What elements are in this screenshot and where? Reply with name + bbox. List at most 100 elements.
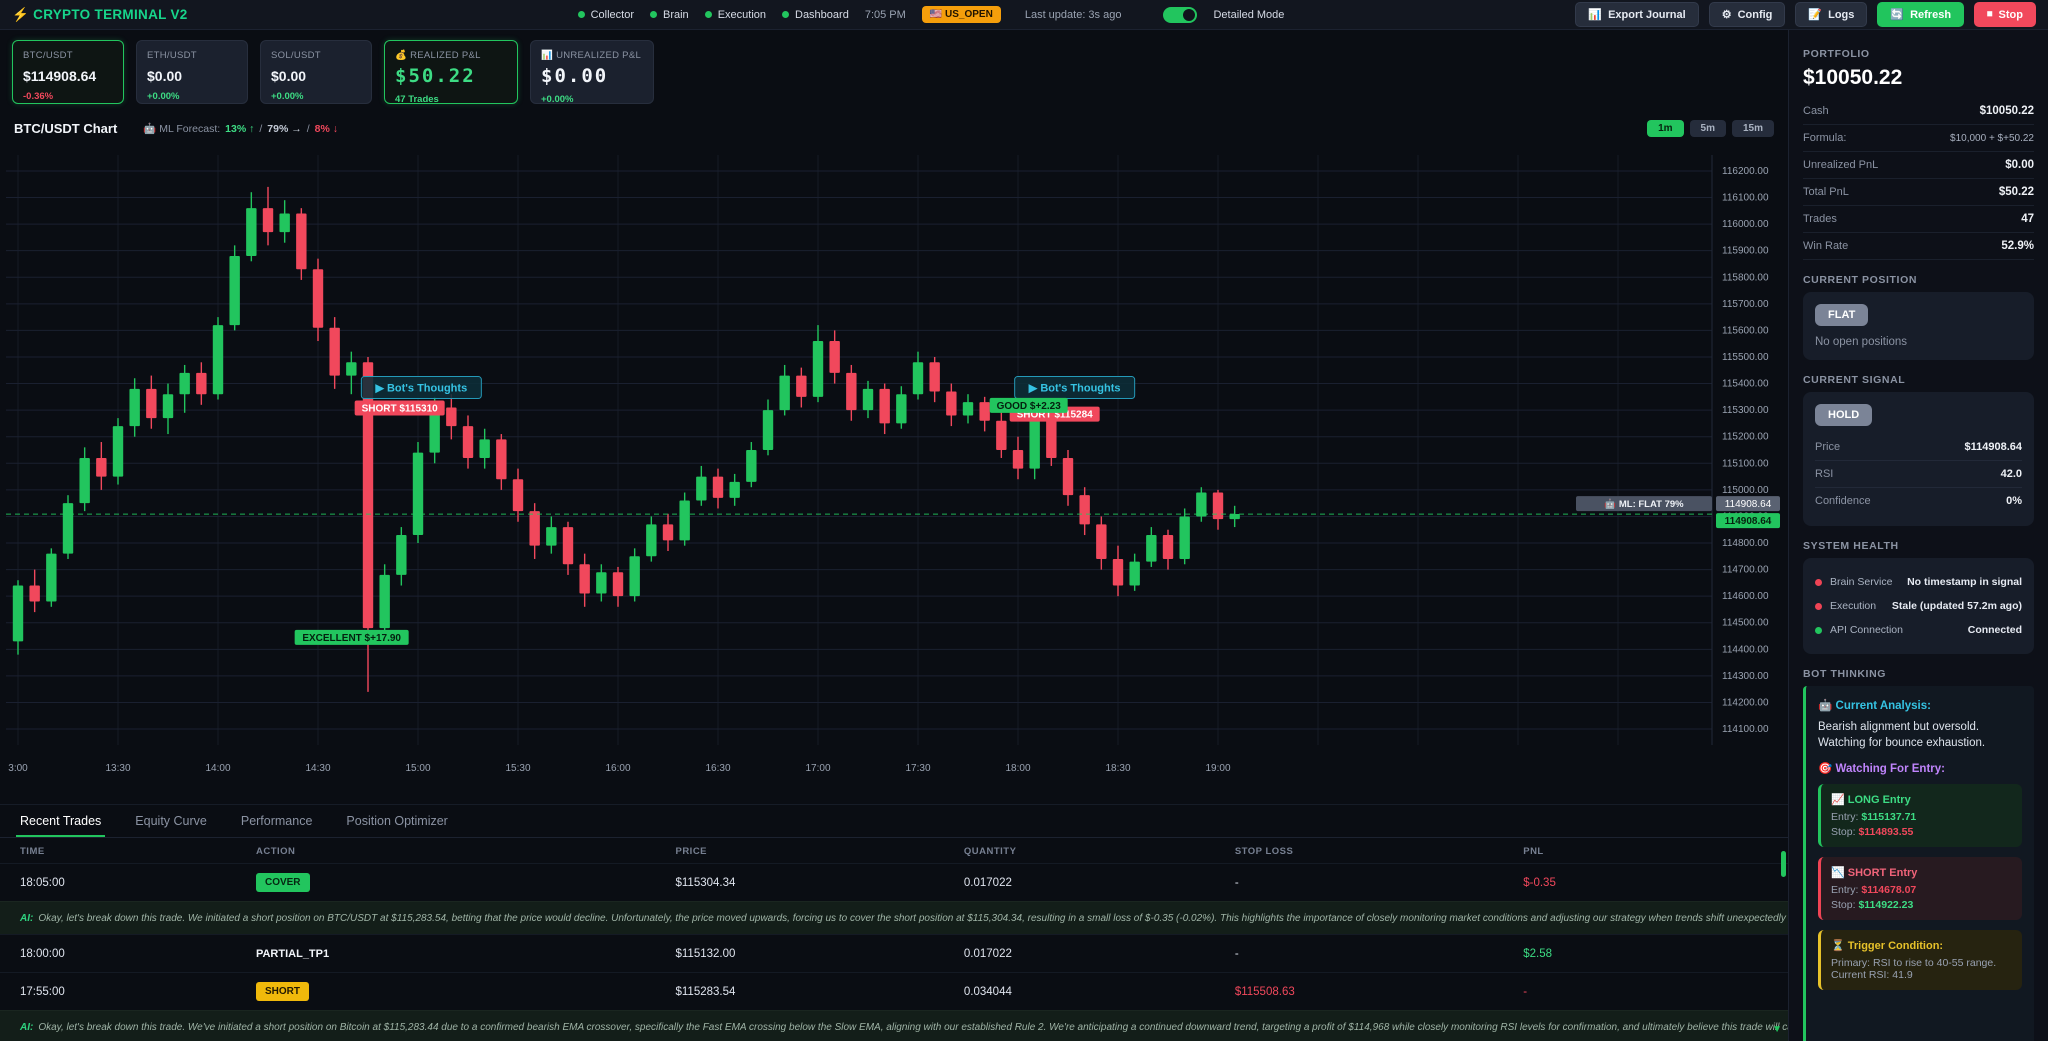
candle-body xyxy=(296,213,307,270)
detailed-mode-toggle[interactable] xyxy=(1163,6,1198,23)
config-button[interactable]: ⚙ Config xyxy=(1708,2,1786,27)
btc-price-card[interactable]: BTC/USDT $114908.64 -0.36% xyxy=(12,40,124,104)
eth-price-card[interactable]: ETH/USDT $0.00 +0.00% xyxy=(136,40,248,104)
watching-entry-heading: 🎯 Watching For Entry: xyxy=(1818,763,1945,776)
chart-grid xyxy=(6,155,1713,745)
signal-row-confidence: Confidence 0% xyxy=(1815,488,2022,514)
tab-recent-trades[interactable]: Recent Trades xyxy=(15,814,106,837)
card-change: +0.00% xyxy=(271,91,304,102)
timeframe-1m-button[interactable]: 1m xyxy=(1647,120,1684,137)
toggle-knob xyxy=(1183,8,1196,21)
svg-text:▶ Bot's Thoughts: ▶ Bot's Thoughts xyxy=(1028,383,1121,395)
svg-text:115500.00: 115500.00 xyxy=(1722,352,1769,363)
candle-body xyxy=(1029,412,1040,469)
candle-body xyxy=(329,327,340,376)
timeframe-15m-button[interactable]: 15m xyxy=(1731,120,1774,137)
candle-body xyxy=(679,500,690,541)
tab-equity-curve[interactable]: Equity Curve xyxy=(135,814,207,828)
current-price-badge xyxy=(1716,513,1780,529)
row-label: Total PnL xyxy=(1803,186,1849,198)
table-row[interactable]: 18:05:00 COVER $115304.34 0.017022 - $-0… xyxy=(0,863,1788,901)
candlestick-chart[interactable]: 114100.00 114200.00 114300.00 114400.00 1145… xyxy=(0,141,1788,801)
card-change: 47 Trades xyxy=(395,94,439,105)
candle-body xyxy=(996,420,1007,450)
trigger-body: Primary: RSI to rise to 40-55 range. Cur… xyxy=(1831,957,1997,982)
timeframe-5m-button[interactable]: 5m xyxy=(1689,120,1726,137)
table-row[interactable]: 18:00:00 PARTIAL_TP1 $115132.00 0.017022… xyxy=(0,934,1788,972)
candle-body xyxy=(79,457,90,504)
refresh-button[interactable]: 🔄 Refresh xyxy=(1877,2,1965,27)
ai-analysis-row: AI: Okay, let's break down this trade. W… xyxy=(0,901,1788,934)
stop-button[interactable]: ⏹ Stop xyxy=(1974,2,2036,27)
candle-body xyxy=(562,527,574,565)
unrealized-pnl-card[interactable]: 📊 UNREALIZED P&L $0.00 +0.00% xyxy=(530,40,654,105)
col-action: ACTION xyxy=(255,846,296,857)
candle-body xyxy=(1196,492,1207,517)
card-label: 📊 UNREALIZED P&L xyxy=(541,50,642,61)
candle-body xyxy=(612,572,624,597)
candle-body xyxy=(279,213,290,233)
candle-body xyxy=(729,481,740,498)
position-note: No open positions xyxy=(1815,336,1908,348)
tab-position-optimizer[interactable]: Position Optimizer xyxy=(346,814,448,828)
candle-body xyxy=(362,362,374,629)
row-label: Unrealized PnL xyxy=(1803,159,1879,171)
short-entry-card: 📉 SHORT Entry Entry: $114678.07 Stop: $1… xyxy=(1818,857,2022,921)
long-entry-card: 📈 LONG Entry Entry: $115137.71 Stop: $11… xyxy=(1818,784,2022,848)
logs-button[interactable]: 📝 Logs xyxy=(1795,2,1868,27)
card-label: SOL/USDT xyxy=(271,50,321,61)
trade-entry-tag xyxy=(354,400,445,416)
export-label: Export Journal xyxy=(1608,8,1686,21)
export-journal-button[interactable]: 📊 Export Journal xyxy=(1575,2,1699,27)
candle-body xyxy=(62,503,74,554)
top-bar: ⚡ CRYPTO TERMINAL V2 Collector Brain Exe… xyxy=(0,0,2048,30)
portfolio-row-total-pnl: Total PnL $50.22 xyxy=(1803,179,2034,206)
candle-body xyxy=(696,476,707,501)
health-row-api: API Connection Connected xyxy=(1815,618,2022,642)
scroll-down-icon[interactable]: ▼ xyxy=(1772,1024,1782,1035)
candle-body xyxy=(462,426,474,458)
row-label: Stop: xyxy=(1831,826,1856,839)
tab-performance[interactable]: Performance xyxy=(240,814,313,828)
short-stop-price: Stop: $114922.23 xyxy=(1831,899,2012,911)
bot-thoughts-annotation[interactable] xyxy=(1014,376,1136,400)
sol-price-card[interactable]: SOL/USDT $0.00 +0.00% xyxy=(260,40,372,104)
candle-body xyxy=(929,362,940,392)
svg-text:SHORT $115310: SHORT $115310 xyxy=(362,404,439,415)
row-value: Stale (updated 57.2m ago) xyxy=(1891,600,2022,612)
svg-text:115200.00: 115200.00 xyxy=(1722,432,1769,443)
table-scrollbar[interactable] xyxy=(1781,851,1786,877)
row-label: Price xyxy=(1815,441,1841,453)
svg-text:3:00: 3:00 xyxy=(8,763,28,774)
row-value: 52.9% xyxy=(2001,240,2034,252)
card-label: ETH/USDT xyxy=(147,50,197,61)
candle-body xyxy=(646,524,657,557)
stats-cards: BTC/USDT $114908.64 -0.36% ETH/USDT $0.0… xyxy=(12,40,1776,105)
trade-result-tag xyxy=(294,629,409,645)
row-label: Trades xyxy=(1803,213,1837,225)
svg-text:115700.00: 115700.00 xyxy=(1722,299,1769,310)
current-analysis-heading: 🤖 Current Analysis: xyxy=(1818,700,1931,712)
realized-pnl-card[interactable]: 💰 REALIZED P&L $50.22 47 Trades xyxy=(384,40,518,105)
health-title: SYSTEM HEALTH xyxy=(1803,540,1899,552)
svg-text:116200.00: 116200.00 xyxy=(1722,166,1769,177)
action-badge: COVER xyxy=(255,873,310,892)
trade-price: $115132.00 xyxy=(675,947,736,960)
chart-area[interactable]: 114100.00 114200.00 114300.00 114400.00 1145… xyxy=(0,141,1788,804)
card-value: $50.22 xyxy=(395,65,476,87)
candle-body xyxy=(529,511,540,546)
bot-thoughts-annotation[interactable] xyxy=(360,376,482,400)
candle-body xyxy=(862,388,874,411)
trade-action: SHORT xyxy=(255,982,676,1001)
ai-prefix: AI: xyxy=(20,912,34,924)
bot-thinking-panel: 🤖 Current Analysis: Bearish alignment bu… xyxy=(1803,686,2034,1041)
candle-body xyxy=(1162,535,1174,559)
trade-quantity: 0.034044 xyxy=(963,985,1012,998)
candle-body xyxy=(1096,524,1107,559)
candle-body xyxy=(129,388,140,427)
candle-body xyxy=(796,375,807,397)
table-row[interactable]: 17:55:00 SHORT $115283.54 0.034044 $1155… xyxy=(0,972,1788,1010)
candle-body xyxy=(446,407,457,427)
signal-panel: HOLD Price $114908.64 RSI 42.0 Confidence 0… xyxy=(1803,392,2034,526)
signal-row-rsi: RSI 42.0 xyxy=(1815,461,2022,488)
